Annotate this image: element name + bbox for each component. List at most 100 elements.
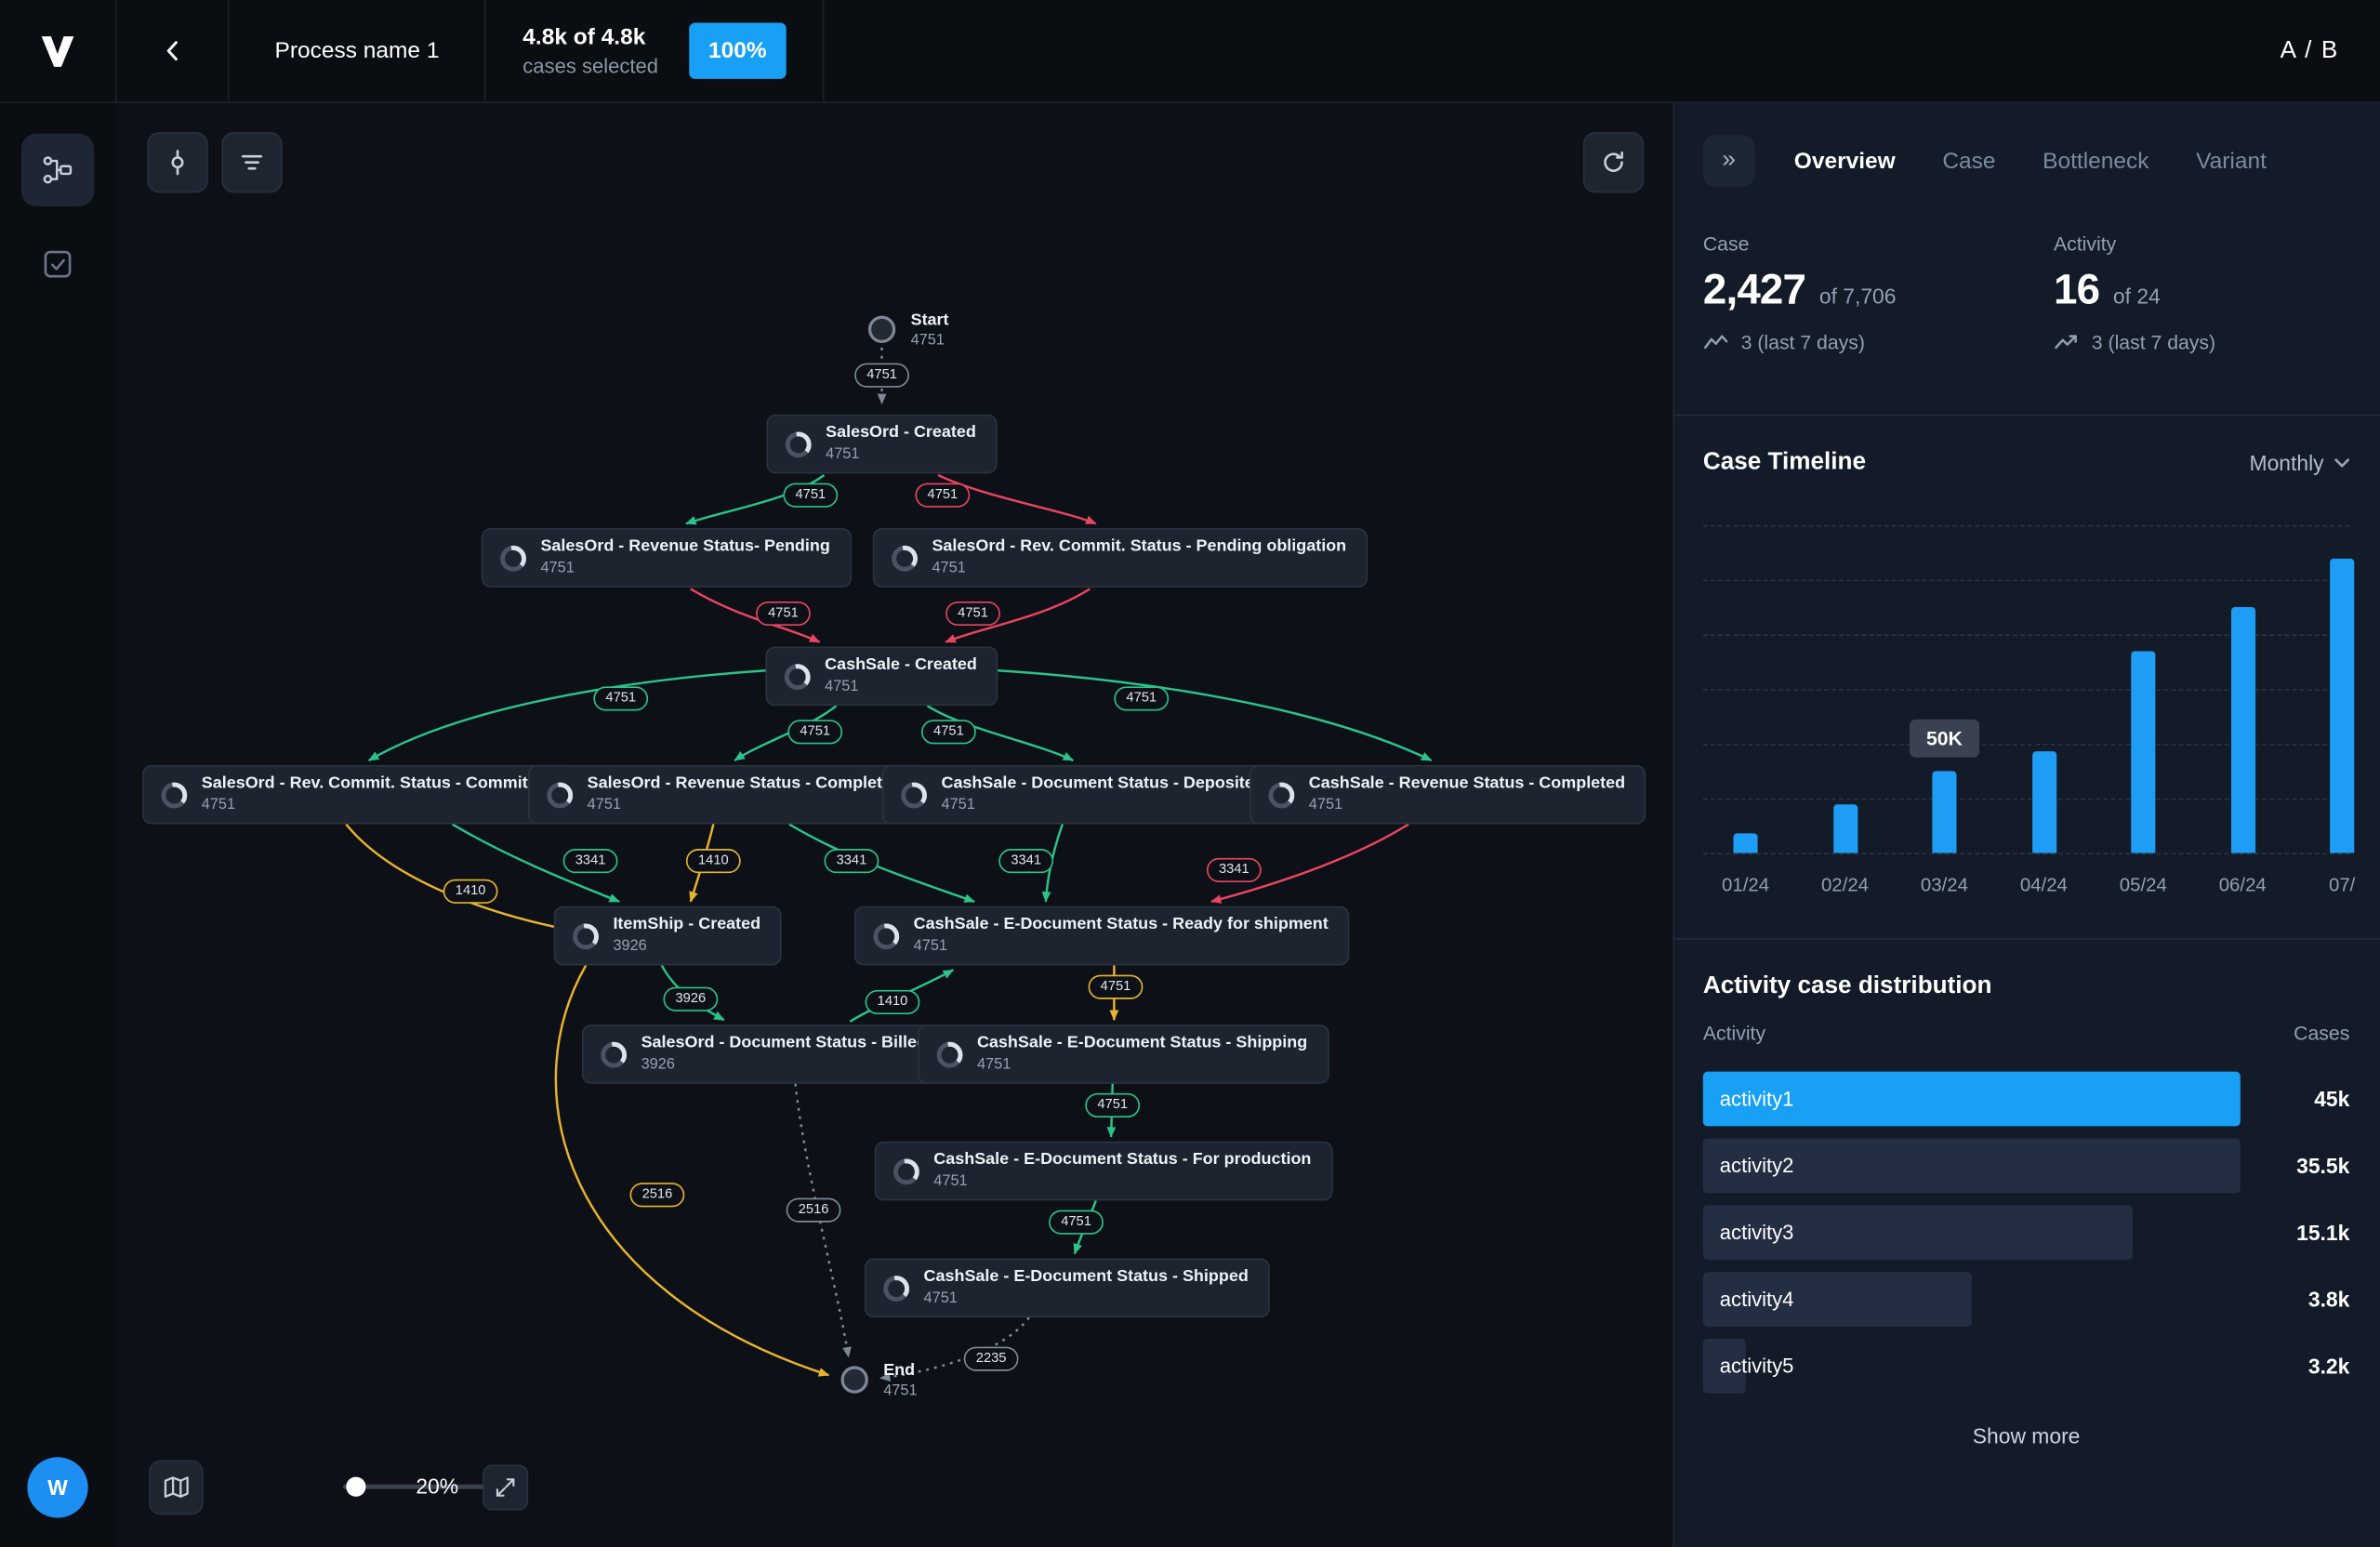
back-button[interactable] — [117, 0, 228, 101]
selection-percent-badge[interactable]: 100% — [688, 22, 787, 79]
graph-field: 4751 4751 4751 4751 4751 4751 4751 4751 4751 1410… — [115, 103, 1673, 1547]
filter-button[interactable] — [221, 132, 283, 193]
process-node-cashsale-edoc-shipped[interactable]: CashSale - E-Document Status - Shipped 47… — [864, 1258, 1270, 1318]
process-node-salesord-revcommit-committed[interactable]: SalesOrd - Rev. Commit. Status - Committ… — [142, 764, 575, 825]
minimap-button[interactable] — [149, 1460, 204, 1515]
activity-stat-value: 16 — [2053, 265, 2100, 313]
activity-stat-trend: 3 (last 7 days) — [2091, 330, 2216, 354]
terminal-label: Start 4751 — [911, 311, 949, 351]
process-node-salesord-revcommit-pending-obligation[interactable]: SalesOrd - Rev. Commit. Status - Pending… — [872, 528, 1368, 588]
distribution-row-activity3[interactable]: activity3 15.1k — [1702, 1205, 2349, 1261]
distribution-row-activity4[interactable]: activity4 3.8k — [1702, 1272, 2349, 1327]
node-title: SalesOrd - Revenue Status - Completed — [587, 774, 902, 793]
node-title: CashSale - E-Document Status - Shipped — [923, 1267, 1249, 1287]
node-title: CashSale - E-Document Status - For produ… — [933, 1151, 1312, 1170]
divider — [115, 0, 117, 102]
case-stat-label: Case — [1702, 231, 1750, 256]
timeline-bar-06/24[interactable] — [2230, 607, 2255, 853]
process-node-cashsale-doc-deposited[interactable]: CashSale - Document Status - Deposited 47… — [881, 764, 1286, 825]
edge-count-chip: 4751 — [854, 363, 909, 387]
process-node-cashsale-edoc-shipping[interactable]: CashSale - E-Document Status - Shipping 4… — [918, 1025, 1329, 1084]
process-node-cashsale-edoc-ready-for-shipment[interactable]: CashSale - E-Document Status - Ready for… — [854, 906, 1350, 966]
node-count: 4751 — [976, 1055, 1012, 1073]
node-title: SalesOrd - Revenue Status- Pending — [540, 537, 830, 557]
node-text: SalesOrd - Document Status - Billed 3926 — [641, 1035, 927, 1075]
tab-variant[interactable]: Variant — [2196, 148, 2267, 174]
edge-count-chip: 1410 — [865, 989, 920, 1014]
timeline-bar-05/24[interactable] — [2131, 651, 2156, 853]
activity-progress-icon — [1268, 781, 1295, 808]
timeline-bar-04/24[interactable] — [2031, 751, 2056, 853]
timeline-bar-03/24[interactable] — [1932, 771, 1957, 853]
distribution-activity-label: activity5 — [1719, 1355, 1794, 1378]
activity-stat: Activity 16 of 24 3 (last 7 days) — [2054, 232, 2349, 354]
process-nodes-layer: Start 4751 SalesOrd - Created 4751 SalesOrd … — [115, 103, 1673, 1547]
process-node-start[interactable] — [867, 315, 896, 343]
zoom-slider[interactable] — [342, 1476, 496, 1497]
distribution-row-activity5[interactable]: activity5 3.2k — [1702, 1339, 2349, 1394]
left-sidebar: W — [0, 103, 116, 1547]
process-edge — [849, 969, 955, 1023]
node-title: CashSale - E-Document Status - Shipping — [976, 1034, 1308, 1053]
zoom-slider-knob[interactable] — [346, 1476, 366, 1497]
process-edge — [345, 823, 566, 932]
process-node-end[interactable] — [840, 1366, 868, 1394]
sidebar-process-explorer-button[interactable] — [20, 133, 95, 207]
timeline-range-select[interactable]: Monthly — [2250, 451, 2350, 475]
case-timeline-chart: 01/24 02/24 03/24 04/24 05/24 06/24 07/ 50K — [1702, 504, 2355, 902]
edge-count-chip: 3341 — [1206, 857, 1262, 882]
app-logo[interactable] — [0, 0, 115, 101]
process-name: Process name 1 — [274, 37, 440, 64]
ab-compare-toggle[interactable]: A / B — [2280, 37, 2339, 63]
node-text: CashSale - Document Status - Deposited 47… — [941, 774, 1263, 814]
node-count: 4751 — [540, 559, 575, 576]
marker-tool-button[interactable] — [147, 132, 208, 193]
tab-case[interactable]: Case — [1942, 148, 1996, 174]
distribution-cases-value: 45k — [2314, 1086, 2350, 1112]
user-avatar[interactable]: W — [27, 1457, 88, 1518]
timeline-bar-07/[interactable] — [2330, 558, 2355, 853]
process-node-cashsale-created[interactable]: CashSale - Created 4751 — [765, 646, 998, 707]
sidebar-checklist-button[interactable] — [21, 233, 94, 294]
show-more-button[interactable]: Show more — [1972, 1423, 2081, 1448]
fit-view-button[interactable] — [483, 1464, 529, 1511]
tab-overview[interactable]: Overview — [1793, 148, 1896, 174]
distribution-col-cases: Cases — [2294, 1021, 2350, 1045]
refresh-icon — [1604, 151, 1623, 172]
activity-progress-icon — [893, 1157, 919, 1184]
timeline-tick: 01/24 — [1722, 874, 1770, 896]
cases-selected-count: 4.8k of 4.8k — [522, 24, 646, 50]
gridline — [1702, 524, 2350, 527]
distribution-row-activity2[interactable]: activity2 35.5k — [1702, 1138, 2349, 1194]
collapse-panel-button[interactable]: » — [1702, 135, 1755, 187]
distribution-activity-label: activity3 — [1719, 1221, 1794, 1244]
process-edge — [937, 473, 1097, 525]
process-canvas[interactable]: 4751 4751 4751 4751 4751 4751 4751 4751 4751 1410… — [115, 103, 1673, 1547]
tab-bottleneck[interactable]: Bottleneck — [2043, 148, 2149, 174]
process-node-salesord-revenue-pending[interactable]: SalesOrd - Revenue Status- Pending 4751 — [481, 528, 852, 588]
distribution-bar — [1702, 1138, 2241, 1194]
distribution-row-activity1[interactable]: activity1 45k — [1702, 1071, 2350, 1127]
gridline — [1702, 689, 2350, 691]
distribution-bar — [1702, 1272, 1972, 1327]
process-node-cashsale-revenue-completed[interactable]: CashSale - Revenue Status - Completed 475… — [1250, 764, 1646, 825]
node-text: SalesOrd - Revenue Status- Pending 4751 — [540, 538, 829, 578]
edge-count-chip: 4751 — [920, 720, 976, 744]
process-edge — [945, 588, 1091, 643]
timeline-bar-01/24[interactable] — [1733, 833, 1758, 853]
process-node-salesord-created[interactable]: SalesOrd - Created 4751 — [766, 414, 998, 474]
process-node-salesord-doc-billed[interactable]: SalesOrd - Document Status - Billed 3926 — [581, 1025, 948, 1084]
timeline-bar-02/24[interactable] — [1832, 803, 1858, 853]
process-edge — [926, 705, 1075, 762]
edge-count-chip: 4751 — [915, 483, 971, 507]
process-node-itemship-created[interactable]: ItemShip - Created 3926 — [553, 906, 782, 966]
activity-progress-icon — [892, 545, 918, 571]
process-node-salesord-revenue-completed[interactable]: SalesOrd - Revenue Status - Completed 475… — [527, 764, 923, 825]
refresh-button[interactable] — [1582, 132, 1645, 193]
process-node-cashsale-edoc-for-production[interactable]: CashSale - E-Document Status - For produ… — [874, 1141, 1333, 1201]
insights-panel: » Overview Case Bottleneck Variant Case … — [1673, 103, 2380, 1547]
timeline-range-value: Monthly — [2249, 450, 2324, 476]
checklist-icon — [44, 250, 72, 278]
process-edge — [368, 668, 786, 762]
